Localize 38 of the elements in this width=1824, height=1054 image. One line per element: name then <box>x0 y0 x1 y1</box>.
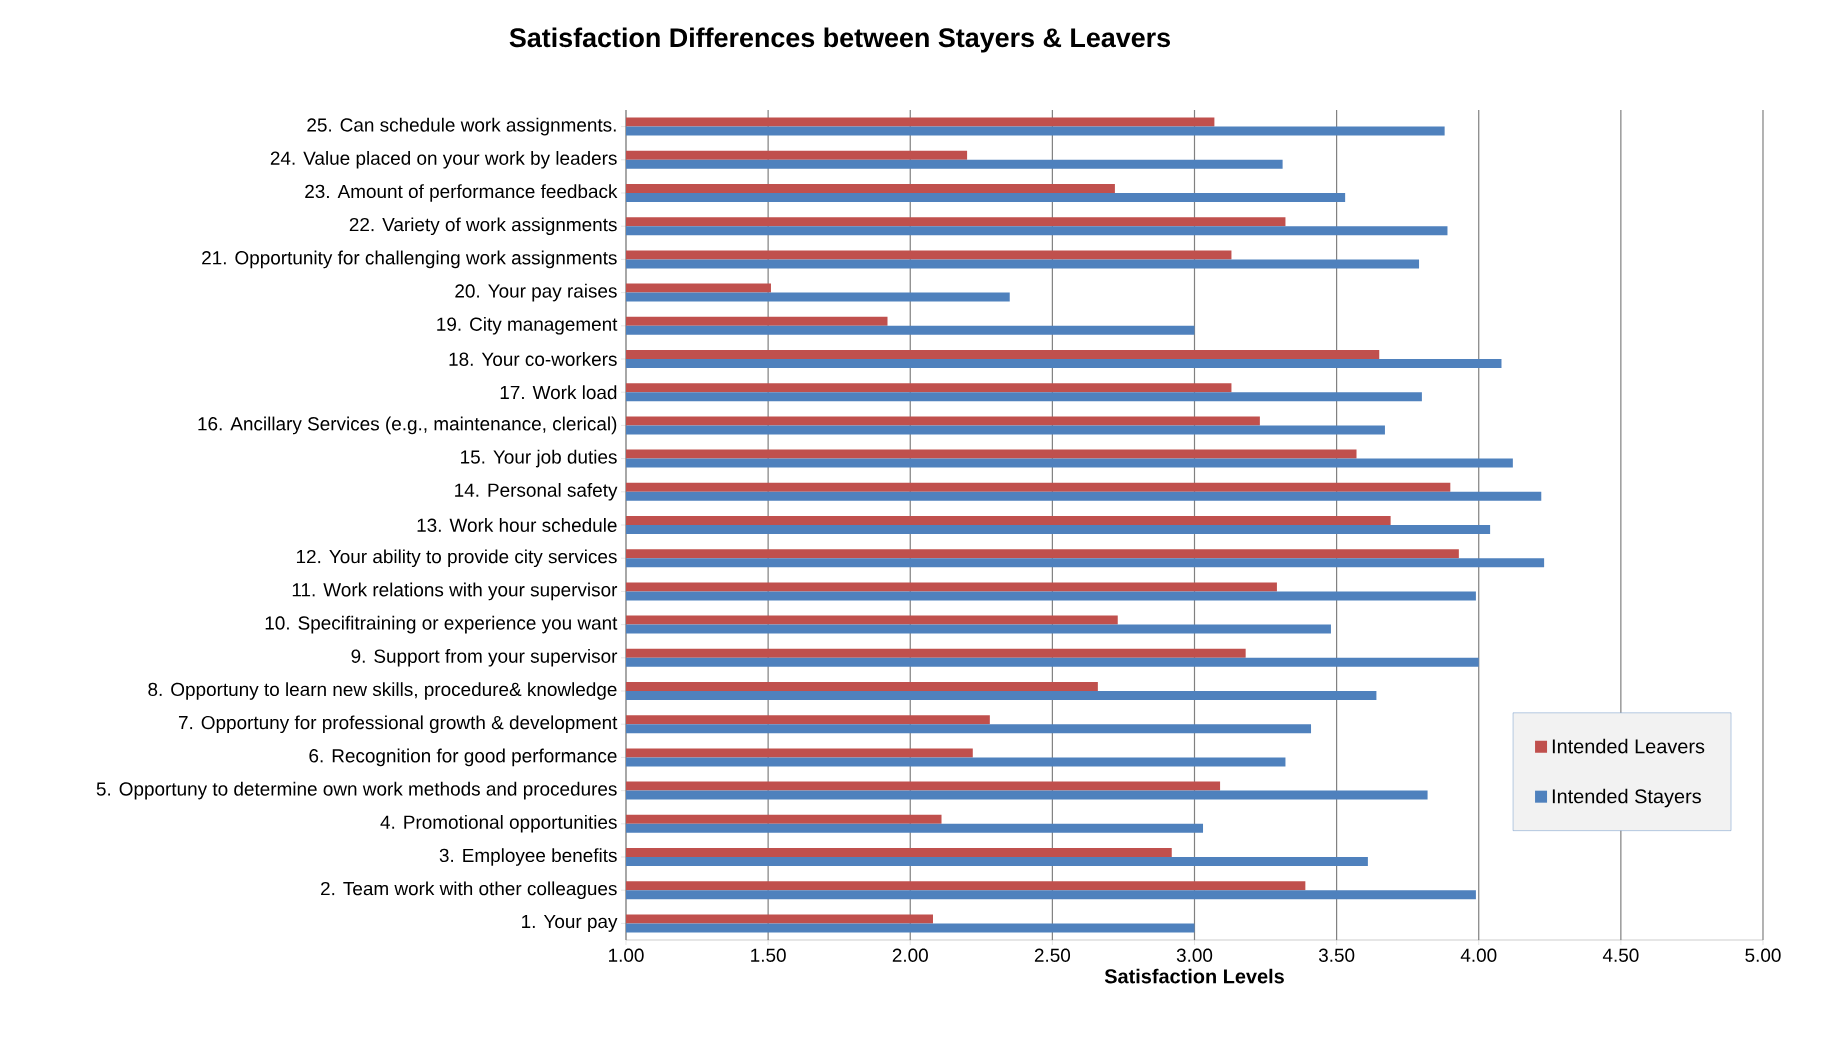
y-tick-label: 8. Opportuny to learn new skills, procedure& knowledge <box>148 682 617 700</box>
y-tick-label: 16. Ancillary Services (e.g., maintenance, clerical) <box>198 416 617 435</box>
y-tick-label: 15. Your job duties <box>461 449 617 468</box>
y-tick-label: 6. Recognition for good performance <box>309 748 617 767</box>
x-tick-label: 5.00 <box>1745 948 1781 962</box>
y-tick-label: 3. Employee benefits <box>439 848 617 866</box>
y-tick-label: 13. Work hour schedule <box>417 518 617 532</box>
y-tick-label: 4. Promotional opportunities <box>380 814 617 833</box>
y-tick-label: 21. Opportunity for challenging work assignments <box>202 250 617 269</box>
x-tick-label: 1.00 <box>609 948 644 962</box>
y-tick-label: 10. Specifitraining or experience you want <box>265 615 618 634</box>
y-tick-label: 20. Your pay raises <box>455 283 617 302</box>
y-tick-label: 22. Variety of work assignments <box>349 217 617 236</box>
x-tick-label: 1.50 <box>751 948 786 962</box>
y-tick-label: 23. Amount of performance feedback <box>305 184 618 202</box>
y-tick-label: 12. Your ability to provide city services <box>296 549 617 568</box>
x-tick-label: 2.00 <box>892 948 928 962</box>
legend-label: Intended Stayers <box>1552 788 1701 808</box>
chart-title: Satisfaction Differences between Stayers & Leavers <box>509 27 1170 53</box>
legend-label: Intended Leavers <box>1552 738 1705 754</box>
x-tick-label: 3.00 <box>1176 948 1213 962</box>
x-axis-title: Satisfaction Levels <box>1104 968 1284 984</box>
x-tick-label: 2.50 <box>1034 948 1071 962</box>
y-tick-label: 24. Value placed on your work by leaders <box>270 150 617 169</box>
y-tick-label: 7. Opportuny for professional growth & development <box>178 715 618 734</box>
x-tick-label: 3.50 <box>1318 948 1355 962</box>
y-tick-label: 19. City management <box>437 316 618 335</box>
x-tick-label: 4.00 <box>1460 948 1497 962</box>
x-tick-label: 4.50 <box>1602 948 1639 962</box>
y-tick-label: 14. Personal safety <box>455 482 618 501</box>
y-tick-label: 1. Your pay <box>522 914 618 932</box>
y-tick-label: 5. Opportuny to determine own work methods and procedures <box>96 781 617 800</box>
y-tick-label: 25. Can schedule work assignments. <box>307 117 616 136</box>
y-tick-label: 11. Work relations with your supervisor <box>292 582 618 601</box>
y-tick-label: 9. Support from your supervisor <box>351 648 618 667</box>
y-tick-label: 18. Your co-workers <box>449 352 617 366</box>
y-tick-label: 2. Team work with other colleagues <box>321 881 617 900</box>
y-tick-label: 17. Work load <box>500 385 617 400</box>
